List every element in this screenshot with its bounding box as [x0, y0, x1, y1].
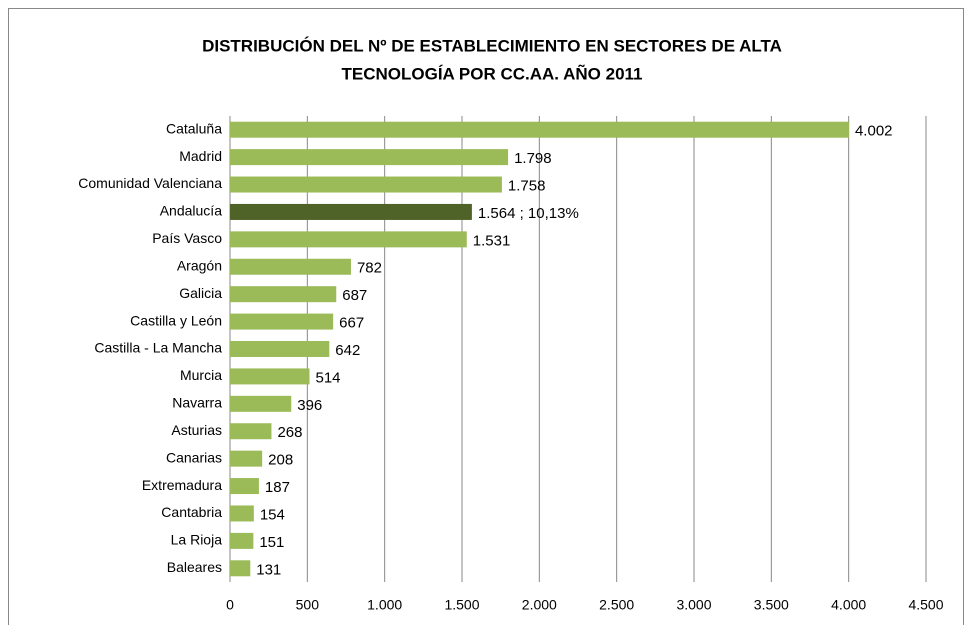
bar	[230, 395, 292, 412]
bar	[230, 286, 337, 303]
value-label: 131	[256, 561, 281, 578]
bar	[230, 121, 849, 138]
x-tick-label: 500	[296, 597, 320, 613]
bar	[230, 341, 330, 357]
y-tick-label: Baleares	[167, 559, 222, 575]
y-tick-label: Castilla y León	[130, 312, 222, 328]
y-tick-label: Cataluña	[166, 120, 222, 136]
value-label: 1.758	[508, 177, 546, 194]
y-tick-label: Navarra	[172, 395, 222, 411]
y-tick-label: Comunidad Valenciana	[78, 175, 222, 191]
value-label: 687	[342, 287, 367, 304]
bar	[230, 368, 310, 385]
value-label: 154	[260, 506, 285, 523]
x-tick-label: 1.500	[444, 597, 479, 613]
bar	[230, 313, 334, 330]
bar	[230, 505, 254, 522]
value-label: 4.002	[855, 123, 893, 140]
chart-title: DISTRIBUCIÓN DEL Nº DE ESTABLECIMIENTO E…	[202, 36, 782, 55]
y-tick-label: Canarias	[166, 449, 222, 465]
y-tick-label: País Vasco	[152, 230, 222, 246]
chart-frame	[8, 8, 964, 625]
x-tick-label: 4.000	[831, 597, 866, 613]
bar	[230, 176, 502, 193]
x-tick-label: 2.000	[522, 597, 557, 613]
x-tick-label: 3.000	[676, 597, 711, 613]
y-tick-label: Murcia	[180, 367, 222, 383]
value-label: 187	[265, 479, 290, 496]
bar	[230, 258, 351, 275]
value-label: 208	[268, 452, 293, 469]
value-label: 396	[297, 397, 322, 414]
y-tick-label: Asturias	[171, 422, 222, 438]
bar	[230, 203, 472, 220]
value-label: 514	[315, 369, 340, 386]
y-tick-label: La Rioja	[171, 532, 223, 548]
y-tick-label: Galicia	[179, 285, 222, 301]
bar	[230, 450, 263, 467]
y-tick-label: Aragón	[177, 257, 222, 273]
x-tick-label: 1.000	[367, 597, 402, 613]
x-tick-label: 2.500	[599, 597, 634, 613]
y-tick-label: Cantabria	[161, 504, 222, 520]
y-tick-label: Extremadura	[142, 477, 222, 493]
bar	[230, 423, 272, 440]
x-tick-label: 4.500	[908, 597, 943, 613]
y-tick-label: Andalucía	[160, 203, 222, 219]
bar	[230, 231, 467, 248]
value-label: 782	[357, 260, 382, 277]
y-tick-label: Madrid	[179, 148, 222, 164]
y-tick-label: Castilla - La Mancha	[94, 340, 222, 356]
value-label: 151	[259, 534, 284, 551]
value-label: 667	[339, 315, 364, 332]
value-label: 1.531	[473, 232, 511, 249]
x-tick-label: 0	[226, 597, 234, 613]
value-label: 1.564 ; 10,13%	[478, 205, 579, 222]
chart-title: TECNOLOGÍA POR CC.AA. AÑO 2011	[341, 63, 642, 83]
x-tick-label: 3.500	[754, 597, 789, 613]
bar	[230, 478, 259, 495]
bar	[230, 149, 509, 166]
bar	[230, 532, 254, 549]
value-label: 1.798	[514, 150, 552, 167]
bar	[230, 560, 251, 577]
value-label: 642	[335, 342, 360, 359]
value-label: 268	[277, 424, 302, 441]
